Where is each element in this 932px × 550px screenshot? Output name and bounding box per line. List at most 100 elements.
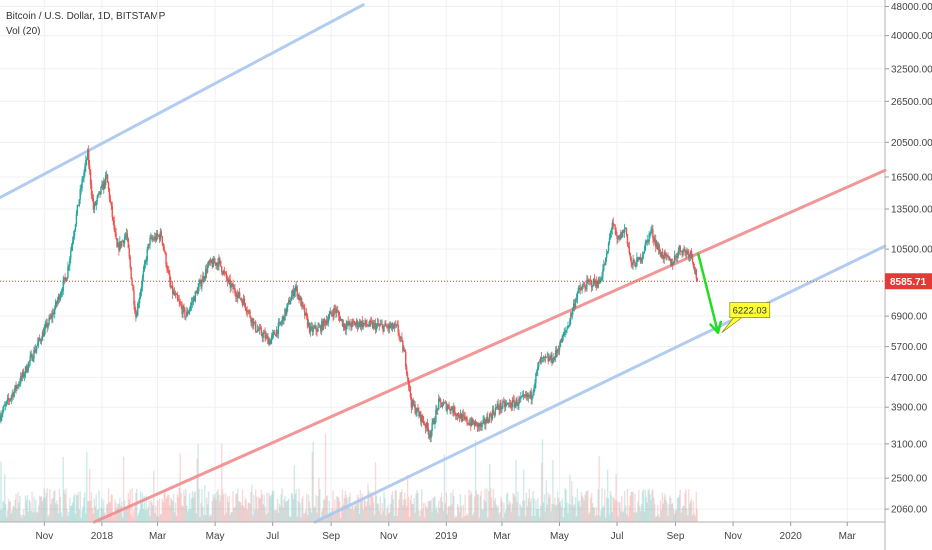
volume-bar [604, 489, 606, 522]
current-price-label: 8585.71 [890, 277, 927, 288]
volume-bar [522, 469, 525, 522]
volume-bar [50, 504, 52, 522]
volume-bar [598, 455, 600, 522]
candle-body [15, 385, 17, 389]
candle-body [35, 349, 37, 353]
candle-body [501, 407, 503, 409]
candle-body [293, 291, 296, 297]
candle-body [210, 259, 213, 263]
volume-bar [498, 513, 500, 522]
candle-body [462, 414, 464, 416]
volume-bar [296, 516, 298, 522]
candle-body [289, 300, 292, 305]
volume-bar [144, 509, 146, 522]
candle-body [486, 416, 488, 423]
volume-bar [652, 488, 654, 522]
volume-bar [185, 488, 187, 522]
volume-bar [577, 501, 580, 522]
candle-body [230, 284, 232, 288]
candle-body [545, 356, 547, 358]
volume-bar [321, 508, 324, 522]
volume-bar [633, 512, 635, 522]
volume-bar [168, 495, 170, 522]
candle-body [576, 292, 579, 299]
volume-bar [425, 506, 428, 522]
candle-body [688, 252, 690, 258]
volume-bar [252, 515, 254, 522]
volume-bar [681, 507, 683, 522]
candle-body [43, 328, 46, 337]
volume-bar [623, 490, 626, 522]
candle-body [692, 262, 695, 267]
volume-bar [428, 501, 430, 522]
volume-bar [398, 499, 400, 522]
volume-bar [268, 493, 270, 522]
candle-body [451, 407, 453, 410]
volume-bar [240, 505, 243, 522]
candle-body [641, 254, 644, 259]
volume-bar [424, 502, 427, 522]
volume-bar [469, 495, 471, 522]
volume-bar [177, 497, 180, 522]
volume-bar [496, 507, 498, 522]
volume-indicator-label[interactable]: Vol (20) [6, 26, 41, 37]
candle-body [281, 319, 283, 324]
volume-bar [333, 514, 335, 522]
candle-body [88, 165, 91, 171]
candle-body [176, 294, 179, 299]
candle-body [674, 255, 677, 257]
volume-bar [590, 493, 593, 522]
candle-body [16, 385, 18, 389]
volume-bar [542, 502, 545, 522]
candle-body [525, 393, 528, 397]
volume-bar [228, 495, 230, 522]
candle-body [645, 240, 647, 243]
volume-bar [349, 492, 351, 522]
candle-body [605, 257, 607, 265]
candle-body [129, 256, 131, 267]
candle-body [215, 262, 217, 266]
candle-body [435, 409, 437, 422]
volume-bar [592, 507, 595, 522]
candle-body [406, 373, 409, 378]
candle-body [278, 322, 280, 324]
volume-bar [58, 488, 61, 522]
candle-body [588, 280, 591, 282]
volume-bar [638, 506, 641, 522]
candle-body [474, 421, 477, 427]
volume-bar [137, 512, 140, 522]
volume-bar [289, 517, 292, 522]
volume-bar [635, 511, 637, 522]
volume-bar [300, 517, 302, 522]
candle-body [104, 174, 107, 186]
candle-body [111, 205, 113, 218]
candle-body [156, 233, 159, 236]
candle-body [142, 270, 145, 278]
volume-bar [464, 494, 466, 522]
volume-bar [606, 469, 609, 522]
candle-body [261, 334, 263, 338]
channel-line [0, 3, 365, 200]
volume-bar [114, 499, 116, 522]
volume-bar [269, 496, 271, 522]
candle-body [542, 357, 545, 358]
candle-body [493, 413, 496, 415]
volume-bar [407, 497, 410, 522]
candle-body [303, 305, 305, 308]
candle-body [304, 312, 307, 316]
candle-body [93, 203, 96, 210]
volume-bar [442, 510, 445, 522]
volume-bar [465, 516, 467, 522]
volume-bar [329, 511, 331, 522]
volume-bar [311, 452, 313, 522]
candle-body [671, 262, 673, 266]
candle-body [47, 324, 49, 328]
candle-body [149, 238, 151, 245]
candle-body [116, 238, 118, 248]
volume-bar [245, 499, 247, 522]
volume-bar [422, 503, 425, 522]
volume-bar [609, 490, 612, 522]
volume-bar [167, 494, 169, 522]
candle-body [4, 405, 6, 407]
